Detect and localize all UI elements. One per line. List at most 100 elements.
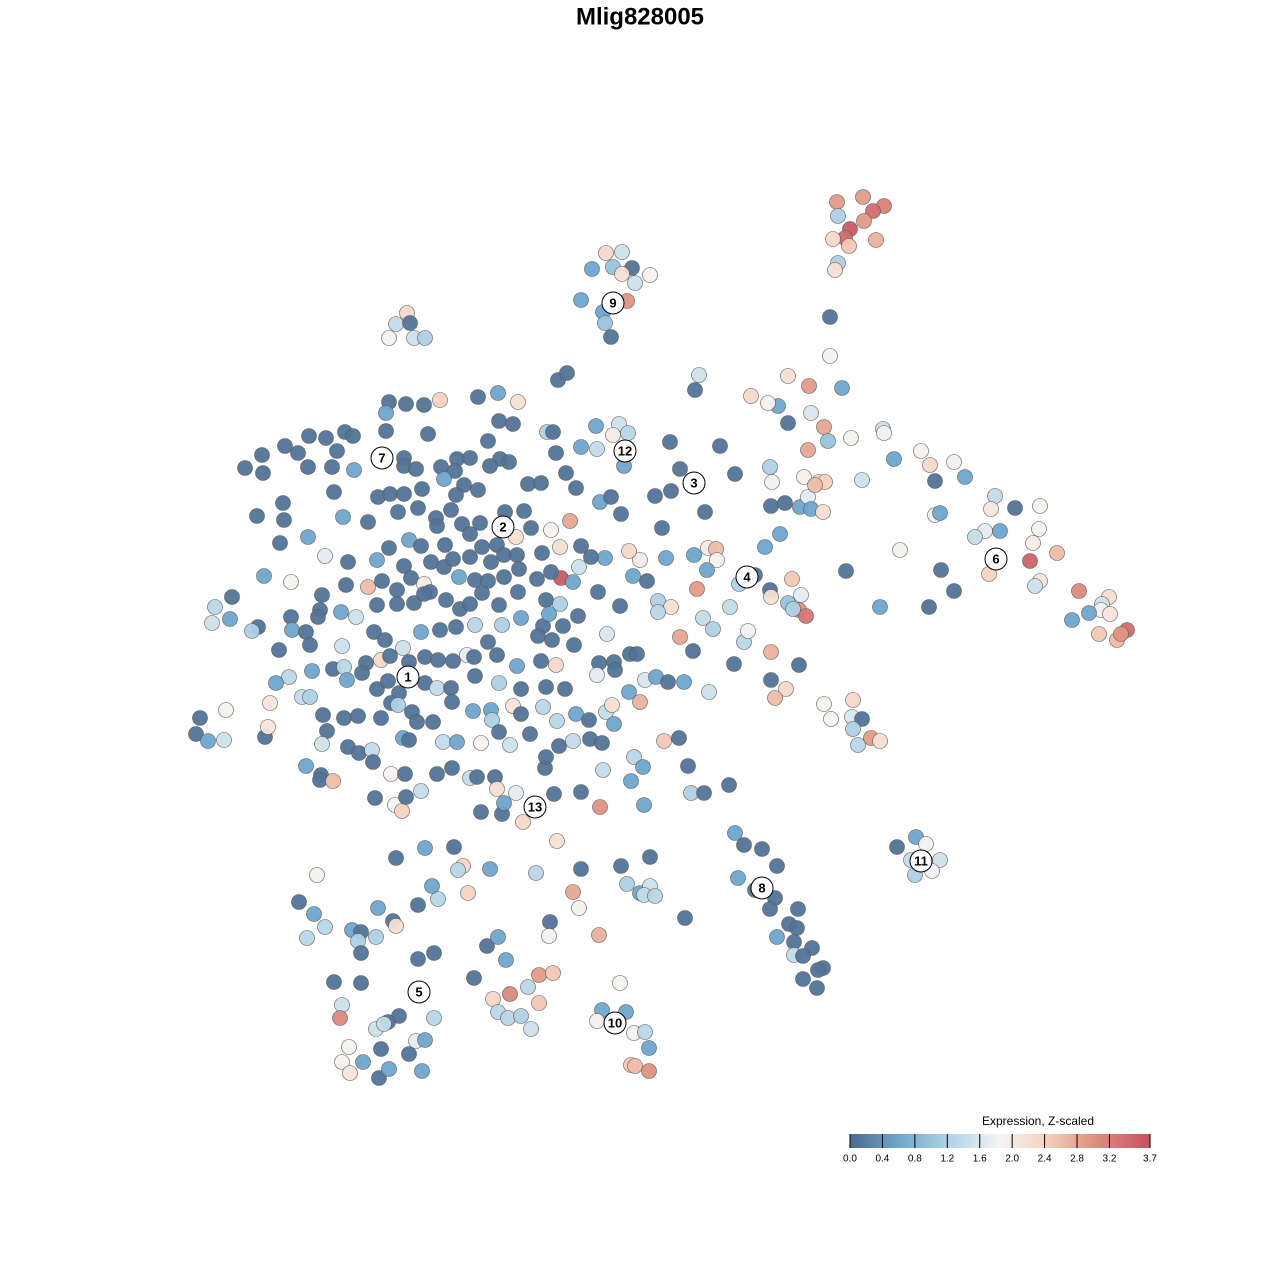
point xyxy=(743,388,759,404)
point xyxy=(763,498,779,514)
point xyxy=(642,267,658,283)
point xyxy=(462,526,478,542)
point xyxy=(614,244,630,260)
point xyxy=(353,975,369,991)
points xyxy=(188,189,1135,1086)
point xyxy=(573,292,589,308)
point xyxy=(967,529,983,545)
point xyxy=(326,484,342,500)
point xyxy=(590,584,606,600)
point xyxy=(763,644,779,660)
point xyxy=(414,481,430,497)
point xyxy=(545,424,561,440)
point xyxy=(522,726,538,742)
cluster-label: 12 xyxy=(618,443,632,458)
point xyxy=(437,537,453,553)
point xyxy=(401,732,417,748)
point xyxy=(480,634,496,650)
point xyxy=(946,583,962,599)
point xyxy=(552,596,568,612)
point xyxy=(872,733,888,749)
point xyxy=(490,929,506,945)
point xyxy=(621,543,637,559)
point xyxy=(533,475,549,491)
point xyxy=(420,426,436,442)
point xyxy=(435,734,451,750)
point xyxy=(892,542,908,558)
point xyxy=(946,454,962,470)
point xyxy=(207,599,223,615)
point xyxy=(334,997,350,1013)
point xyxy=(355,1054,371,1070)
point xyxy=(436,471,452,487)
point xyxy=(927,473,943,489)
point xyxy=(1027,578,1043,594)
cluster-label: 6 xyxy=(992,551,999,566)
cluster-label: 1 xyxy=(404,669,411,684)
point xyxy=(334,1054,350,1070)
point xyxy=(543,564,559,580)
point xyxy=(417,649,433,665)
point xyxy=(335,509,351,525)
chart-title: Mlig828005 xyxy=(576,3,704,30)
point xyxy=(987,488,1003,504)
point xyxy=(571,559,587,575)
point xyxy=(612,598,628,614)
point xyxy=(410,500,426,516)
point xyxy=(474,585,490,601)
point xyxy=(401,1046,417,1062)
point xyxy=(290,445,306,461)
cluster-label: 5 xyxy=(415,984,422,999)
point xyxy=(1081,605,1097,621)
point xyxy=(491,724,507,740)
point xyxy=(595,762,611,778)
point xyxy=(566,637,582,653)
point xyxy=(444,760,460,776)
point xyxy=(589,441,605,457)
point xyxy=(281,669,297,685)
point xyxy=(500,1010,516,1026)
point xyxy=(825,231,841,247)
point xyxy=(827,262,843,278)
point xyxy=(623,773,639,789)
point xyxy=(603,489,619,505)
point xyxy=(448,487,464,503)
point xyxy=(913,443,929,459)
point xyxy=(573,538,589,554)
point xyxy=(854,711,870,727)
cluster-label-bg xyxy=(407,980,431,1004)
point xyxy=(772,526,788,542)
point xyxy=(501,454,517,470)
point xyxy=(496,795,512,811)
point xyxy=(767,690,783,706)
point xyxy=(502,986,518,1002)
point xyxy=(555,618,571,634)
point xyxy=(627,275,643,291)
point xyxy=(597,550,613,566)
cluster-label-bg xyxy=(682,471,706,495)
point xyxy=(314,736,330,752)
cluster-label-bg xyxy=(603,1011,627,1035)
point xyxy=(709,552,725,568)
point xyxy=(268,675,284,691)
point xyxy=(472,515,488,531)
point xyxy=(432,622,448,638)
point xyxy=(346,462,362,478)
point xyxy=(565,733,581,749)
point xyxy=(1032,498,1048,514)
point xyxy=(413,624,429,640)
point xyxy=(333,604,349,620)
point xyxy=(515,814,531,830)
point xyxy=(496,569,512,585)
point xyxy=(467,572,483,588)
point xyxy=(318,430,334,446)
point xyxy=(810,962,826,978)
point xyxy=(262,695,278,711)
point xyxy=(685,643,701,659)
point xyxy=(382,486,398,502)
point xyxy=(607,662,623,678)
point xyxy=(538,679,554,695)
cluster-label-bg xyxy=(735,565,759,589)
point xyxy=(204,615,220,631)
point xyxy=(467,617,483,633)
